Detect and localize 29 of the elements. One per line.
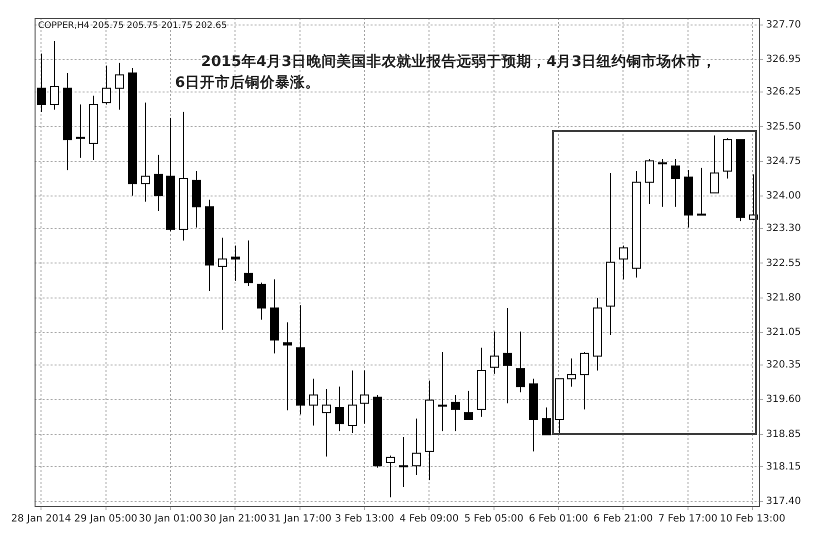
y-tick-label: 320.35 <box>766 360 802 371</box>
y-tick-label: 317.40 <box>766 496 802 507</box>
y-tick-label: 321.80 <box>766 292 802 304</box>
annotation: 2015年4月3日晚间美国非农就业报告远弱于预期，4月3日纽约铜市场休市，6日开市后铜价暴涨。 <box>175 52 718 93</box>
y-tick-label: 321.05 <box>766 327 802 338</box>
x-tick-label: 7 Feb 17:00 <box>658 514 718 525</box>
y-tick-label: 327.70 <box>766 20 802 31</box>
y-tick-label: 318.15 <box>766 461 802 472</box>
x-tick-label: 5 Feb 05:00 <box>464 514 524 525</box>
x-tick-label: 6 Feb 01:00 <box>528 514 588 525</box>
x-tick-label: 3 Feb 13:00 <box>334 514 394 525</box>
x-tick-label: 4 Feb 09:00 <box>400 514 459 525</box>
y-tick-label: 324.75 <box>766 156 802 167</box>
y-tick-label: 324.00 <box>766 190 802 202</box>
y-tick-label: 323.30 <box>766 223 802 234</box>
y-tick-label: 318.85 <box>766 428 802 440</box>
x-tick-label: 28 Jan 2014 <box>11 514 72 525</box>
x-tick-label: 31 Jan 17:00 <box>268 514 332 525</box>
annotation: COPPER,H4 205.75 205.75 201.75 202.65 <box>38 21 227 31</box>
x-tick-label: 6 Feb 21:00 <box>594 514 653 525</box>
y-tick-label: 326.25 <box>766 86 802 98</box>
y-tick-label: 319.60 <box>766 394 802 406</box>
x-tick-label: 10 Feb 13:00 <box>720 514 786 525</box>
x-tick-label: 30 Jan 21:00 <box>203 514 267 525</box>
x-tick-label: 29 Jan 05:00 <box>74 514 138 525</box>
y-tick-label: 322.55 <box>766 258 802 269</box>
y-tick-label: 325.50 <box>766 121 802 132</box>
y-tick-label: 326.95 <box>766 54 802 66</box>
x-tick-label: 30 Jan 01:00 <box>138 514 202 525</box>
